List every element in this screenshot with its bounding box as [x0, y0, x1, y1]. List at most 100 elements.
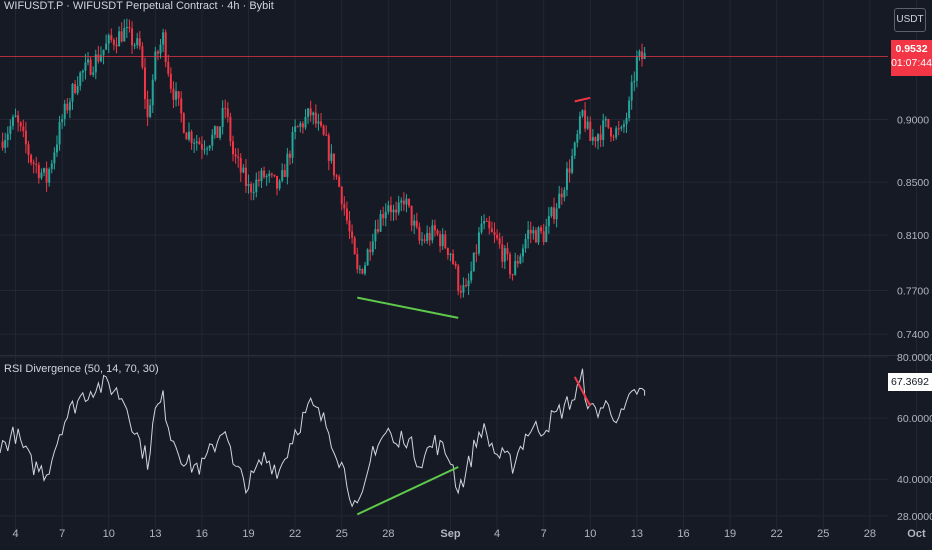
candle-body	[58, 122, 61, 145]
candle-body	[185, 132, 188, 140]
candle-body	[125, 27, 128, 29]
candle-body	[151, 79, 154, 106]
candle-body	[540, 227, 543, 232]
candle-body	[263, 170, 266, 178]
candle-body	[641, 51, 644, 60]
candle-body	[4, 139, 7, 148]
price-axis[interactable]: 0.9000 0.8500 0.8100 0.7700 0.7400	[897, 114, 929, 341]
candle-body	[198, 141, 201, 145]
candle-body	[519, 256, 522, 264]
candle-body	[17, 115, 20, 123]
candle-body	[244, 167, 247, 186]
bullish-divergence-line	[356, 466, 459, 516]
candle-body	[353, 237, 356, 255]
candle-body	[138, 38, 141, 47]
candle-body	[50, 163, 53, 170]
candle-body	[162, 32, 165, 45]
candle-body	[369, 249, 372, 253]
candle-body	[276, 176, 279, 189]
rsi-tick-label: 28.0000	[897, 511, 932, 523]
candle-body	[405, 198, 408, 205]
candle-body	[384, 211, 387, 219]
candle-body	[19, 122, 22, 127]
current-price-value: 0.9532	[895, 43, 928, 55]
candle-body	[172, 88, 175, 100]
candle-body	[320, 121, 323, 126]
candle-body	[485, 220, 488, 222]
candle-body	[164, 32, 167, 62]
candle-body	[211, 134, 214, 146]
time-tick-label: Sep	[440, 528, 460, 540]
candle-body	[433, 225, 436, 231]
candle-body	[477, 232, 480, 254]
time-tick-label: 4	[494, 528, 500, 540]
candle-body	[175, 91, 178, 100]
candle-body	[307, 108, 310, 117]
candle-body	[81, 70, 84, 73]
candle-body	[159, 44, 162, 54]
rsi-indicator-title[interactable]: RSI Divergence (50, 14, 70, 30)	[4, 363, 159, 375]
time-tick-label: 25	[817, 528, 829, 540]
candle-body	[351, 231, 354, 238]
candle-body	[221, 107, 224, 127]
candle-body	[617, 128, 620, 130]
candle-body	[550, 207, 553, 217]
candle-body	[1, 141, 4, 148]
candle-body	[84, 62, 87, 71]
candle-body	[348, 220, 351, 232]
candle-body	[296, 126, 299, 128]
candle-body	[509, 254, 512, 275]
candle-body	[553, 207, 556, 220]
candle-body	[511, 274, 514, 276]
price-tick-label: 0.8100	[897, 230, 929, 242]
candle-body	[182, 113, 185, 133]
rsi-value-tag: 67.3692	[888, 373, 932, 391]
chart-title: WIFUSDT.P · WIFUSDT Perpetual Contract ·…	[4, 0, 274, 12]
candle-body	[332, 153, 335, 176]
candle-body	[356, 254, 359, 270]
currency-button[interactable]: USDT	[894, 8, 926, 32]
candle-body	[358, 268, 361, 270]
candle-body	[537, 227, 540, 243]
candle-body	[527, 229, 530, 239]
candle-body	[255, 179, 258, 193]
candle-body	[9, 125, 12, 134]
candle-body	[40, 172, 43, 179]
candle-body	[265, 176, 268, 178]
time-tick-label: 13	[631, 528, 643, 540]
candle-body	[444, 234, 447, 248]
candle-body	[560, 193, 563, 198]
candle-body	[102, 49, 105, 56]
candle-body	[488, 221, 491, 229]
candle-body	[71, 84, 74, 102]
candle-body	[501, 244, 504, 262]
candle-body	[115, 44, 118, 47]
candle-body	[446, 247, 449, 255]
current-price-tag: 0.9532 01:07:44	[891, 40, 932, 76]
candle-body	[345, 208, 348, 221]
candle-body	[457, 265, 460, 291]
candle-body	[87, 59, 90, 63]
time-axis[interactable]: 4 7 10 13 16 19 22 25 28 Sep 4 7 10 13 16 19 22 25 28 Oct	[12, 528, 925, 540]
candle-body	[105, 43, 108, 50]
candle-body	[180, 98, 183, 114]
candle-body	[635, 56, 638, 81]
candle-body	[43, 168, 46, 173]
candle-body	[516, 261, 519, 264]
candle-body	[136, 38, 139, 46]
candle-body	[24, 130, 27, 145]
candle-body	[643, 52, 646, 60]
rsi-axis[interactable]: 80.0000 60.0000 40.0000 28.0000	[897, 352, 932, 523]
candle-body	[224, 107, 227, 109]
candle-body	[45, 168, 48, 183]
price-tick-label: 0.7700	[897, 286, 929, 298]
candle-body	[459, 290, 462, 293]
candle-body	[68, 101, 71, 111]
candle-body	[190, 131, 193, 144]
candle-body	[6, 133, 9, 140]
candle-body	[242, 167, 245, 173]
rsi-series	[0, 368, 646, 508]
candle-body	[628, 100, 631, 119]
candle-body	[146, 99, 149, 117]
